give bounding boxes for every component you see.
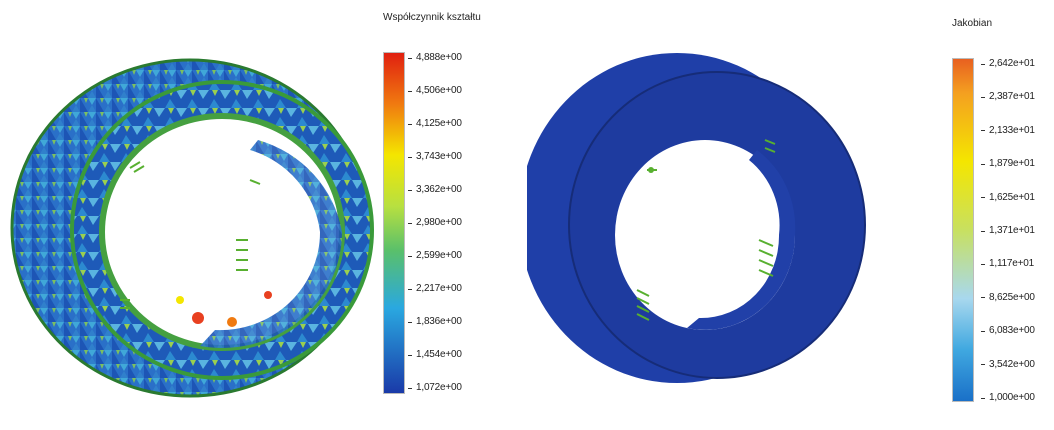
legend-tick-label: 3,542e+00	[981, 358, 1035, 370]
legend-tick-label: 4,506e+00	[408, 85, 462, 96]
fixture-arrows	[120, 161, 261, 309]
legend-tick-label: 2,387e+01	[981, 91, 1035, 103]
legend-tick-label: 2,980e+00	[408, 217, 462, 228]
legend-tick-label: 1,454e+00	[408, 349, 462, 360]
legend-tick-label: 1,000e+00	[981, 392, 1035, 403]
legend-tick-label: 3,743e+00	[408, 151, 462, 162]
legend-tick-label: 6,083e+00	[981, 325, 1035, 337]
legend-tick-label: 2,599e+00	[408, 250, 462, 261]
legend-tick-label: 8,625e+00	[981, 291, 1035, 303]
legend-tick-label: 4,888e+00	[408, 52, 462, 63]
legend-tick-label: 1,371e+01	[981, 225, 1035, 236]
legend-tick-label: 2,642e+01	[981, 58, 1035, 69]
legend-tick-label: 3,362e+00	[408, 184, 462, 195]
legend-tick-label: 2,133e+01	[981, 124, 1035, 136]
aspect-ratio-panel: Współczynnik kształtu 4,888e+00 4,506e+00…	[10, 12, 481, 398]
legend-tick-label: 2,217e+00	[408, 283, 462, 294]
ring-mesh-jacobian-model	[527, 53, 866, 383]
legend-tick-label: 1,117e+01	[980, 258, 1035, 270]
legend-tick-label: 1,072e+00	[408, 382, 462, 393]
legend-title: Jakobian	[952, 18, 993, 29]
legend-tick-label: 1,836e+00	[408, 316, 462, 327]
jacobian-panel: Jakobian 2,642e+01 2,387e+01 2,133e+01 1,87…	[527, 0, 1054, 430]
legend-tick-label: 1,625e+01	[981, 191, 1035, 203]
legend-title: Współczynnik kształtu	[383, 12, 481, 23]
legend-tick-label: 1,879e+01	[981, 158, 1035, 170]
legend-tick-label: 4,125e+00	[408, 118, 462, 129]
colorbar	[952, 58, 974, 402]
ring-mesh-aspect-ratio-model	[10, 58, 374, 398]
colorbar	[383, 52, 405, 394]
